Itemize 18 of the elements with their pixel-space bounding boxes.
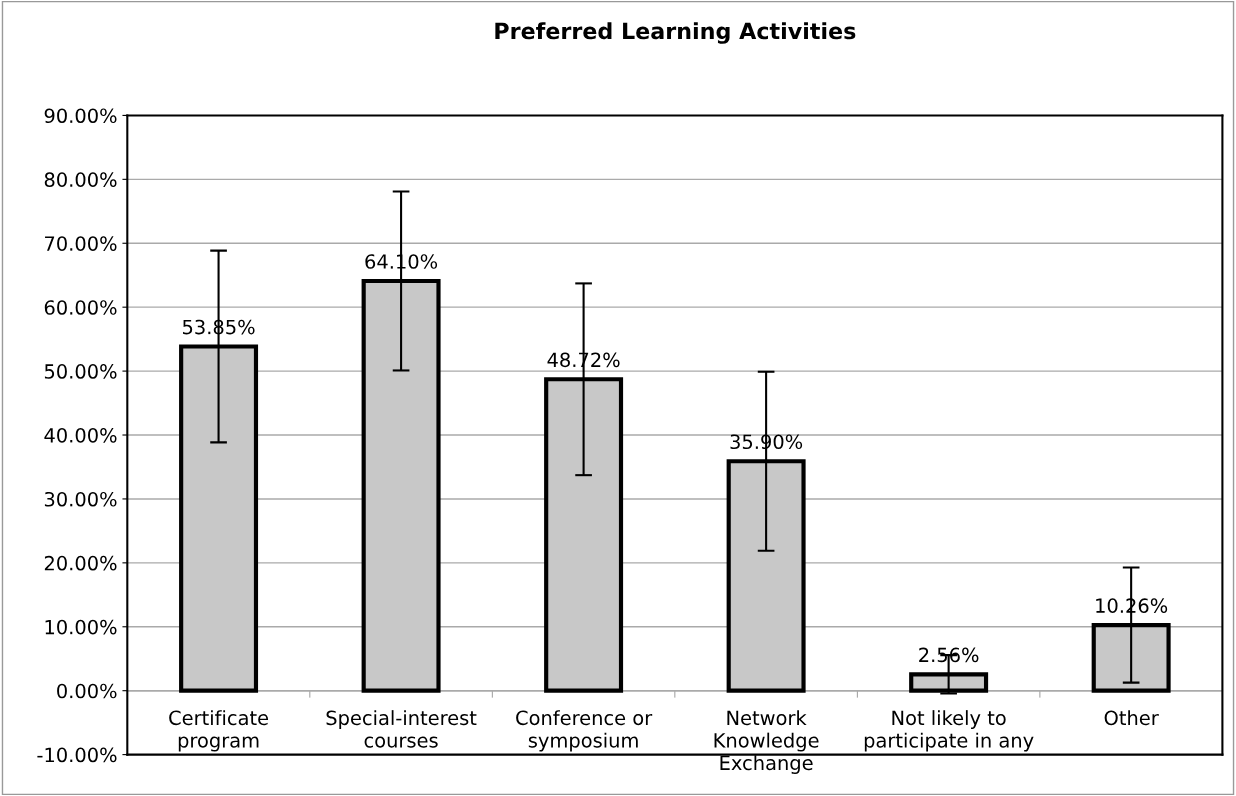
y-tick-label: 50.00% [44,364,117,379]
y-tick-label: 80.00% [44,172,117,187]
y-tick-label: 20.00% [44,555,117,571]
x-tick-label: Network Knowledge Exchange [714,710,819,774]
y-tick-label: 10.00% [45,619,117,635]
chart-title: Preferred Learning Activities [495,22,856,44]
x-tick-label: Special-interest courses [326,710,477,748]
y-tick-label: -10.00% [37,747,117,763]
y-tick-label: 30.00% [44,491,117,507]
y-tick-label: 70.00% [45,236,117,251]
y-tick-label: 90.00% [44,108,117,124]
x-tick-label: Not likely to participate in any [864,710,1034,752]
x-tick-label: Conference or symposium [516,710,653,752]
x-tick-label: Other [1104,710,1159,726]
y-tick-label: 0.00% [57,683,117,699]
y-tick-label: 60.00% [44,300,117,315]
y-tick-label: 40.00% [44,427,117,443]
x-tick-label: Certificate program [169,710,269,752]
